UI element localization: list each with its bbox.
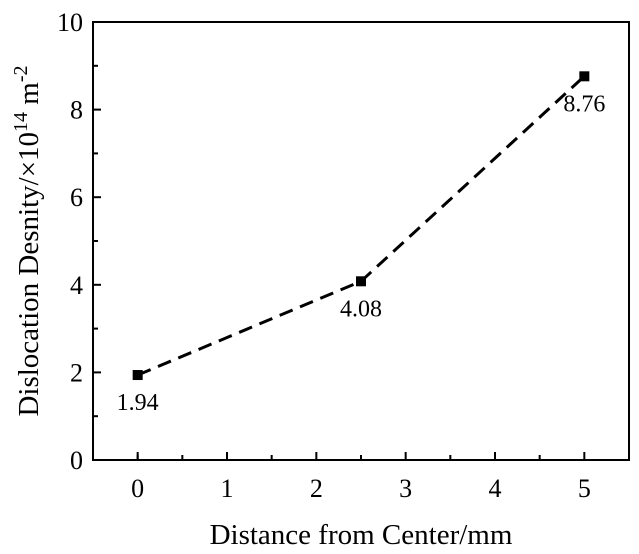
y-tick-label-10: 10 [57, 8, 83, 37]
data-point-0 [132, 370, 143, 381]
y-tick-label-4: 4 [70, 271, 83, 300]
x-tick-label-3: 3 [399, 474, 412, 503]
y-axis-title-unit: m [13, 82, 45, 112]
x-tick-label-4: 4 [489, 474, 502, 503]
x-tick-label-5: 5 [578, 474, 591, 503]
x-axis-ticks: 0 1 2 3 4 5 [131, 452, 591, 503]
y-axis-title: Dislocation Desnity/×1014 m-2 [10, 65, 45, 416]
y-tick-label-6: 6 [70, 183, 83, 212]
data-label-1: 4.08 [340, 296, 382, 322]
y-tick-label-0: 0 [70, 446, 83, 475]
data-point-2 [579, 71, 590, 82]
x-axis-title: Distance from Center/mm [210, 519, 513, 551]
data-label-0: 1.94 [117, 390, 159, 416]
y-tick-label-2: 2 [70, 358, 83, 387]
x-tick-label-1: 1 [221, 474, 234, 503]
y-tick-label-8: 8 [70, 96, 83, 125]
data-point-1 [356, 276, 366, 287]
data-points: 1.94 4.08 8.76 [117, 71, 605, 416]
x-tick-label-0: 0 [131, 474, 144, 503]
plot-frame [92, 21, 630, 461]
y-axis-title-unit-exponent: -2 [10, 65, 32, 82]
y-axis-title-exponent: 14 [10, 112, 32, 132]
series-line [137, 75, 586, 377]
y-axis-title-prefix: Dislocation Desnity/×10 [13, 132, 45, 417]
y-axis-ticks: 0 2 4 6 8 10 [57, 8, 101, 475]
x-tick-label-2: 2 [310, 474, 323, 503]
data-label-2: 8.76 [563, 91, 605, 117]
